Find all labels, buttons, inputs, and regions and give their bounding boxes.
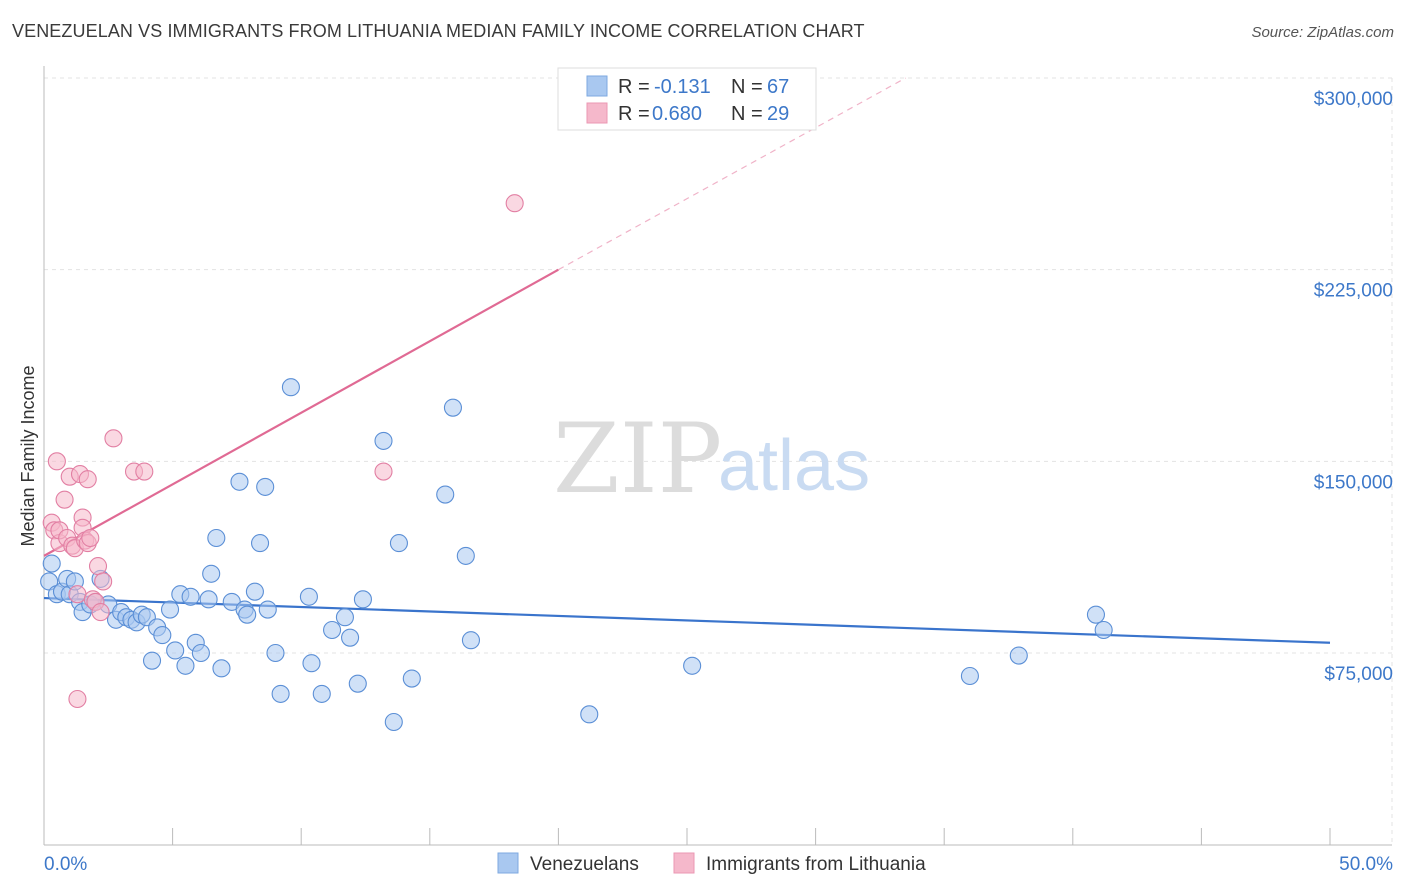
- x-tick-label-0: 0.0%: [44, 854, 87, 875]
- venezuelans-point-38: [245, 582, 264, 601]
- venezuelans-point-61: [580, 705, 599, 724]
- venezuelans-point-48: [323, 620, 342, 640]
- venezuelans-point-27: [181, 587, 200, 606]
- venezuelans-point-62: [683, 656, 702, 675]
- lithuania-point-26: [374, 462, 393, 481]
- trend-line-lithuania-extension: [558, 77, 906, 271]
- venezuelans-point-24: [166, 641, 185, 660]
- lithuania-point-21: [91, 603, 110, 622]
- venezuelans-point-49: [335, 608, 354, 627]
- axes: [43, 66, 1392, 846]
- venezuelans-point-66: [1094, 620, 1113, 640]
- x-tick-label-1: 50.0%: [1339, 854, 1393, 875]
- legend-r-label-0: R =: [618, 76, 650, 98]
- venezuelans-point-37: [238, 605, 257, 624]
- lithuania-point-27: [505, 194, 524, 213]
- series-lithuania: [42, 194, 524, 709]
- legend-swatch-pink: [586, 102, 608, 124]
- lithuania-point-2: [47, 452, 66, 471]
- venezuelans-point-47: [312, 684, 331, 703]
- venezuelans-point-23: [160, 600, 180, 619]
- venezuelans-point-54: [384, 712, 403, 732]
- venezuelans-point-52: [353, 590, 372, 609]
- watermark-atlas: atlas: [718, 426, 870, 506]
- lithuania-point-23: [104, 429, 123, 448]
- lithuania-point-22: [94, 572, 113, 591]
- legend-bottom-label-venezuelans: Venezuelans: [530, 854, 639, 875]
- venezuelans-point-63: [960, 666, 979, 686]
- series-venezuelans: [40, 378, 1113, 732]
- venezuelans-point-44: [281, 378, 300, 397]
- trend-lines: [43, 77, 1331, 644]
- venezuelans-point-56: [402, 669, 421, 688]
- y-tick-label-1: $150,000: [1314, 472, 1393, 493]
- venezuelans-point-26: [176, 656, 195, 675]
- venezuelans-point-22: [153, 626, 172, 645]
- y-tick-label-2: $225,000: [1314, 281, 1393, 302]
- venezuelans-point-41: [258, 600, 277, 619]
- venezuelans-point-51: [348, 674, 367, 693]
- venezuelans-point-65: [1086, 605, 1105, 624]
- legend-n-label-1: N =: [731, 103, 763, 125]
- y-tick-label-0: $75,000: [1324, 664, 1393, 685]
- legend-n-value-1: 29: [767, 103, 789, 125]
- venezuelans-point-20: [142, 651, 162, 670]
- venezuelans-point-29: [191, 643, 210, 663]
- venezuelans-point-59: [456, 546, 475, 565]
- venezuelans-point-33: [212, 659, 231, 678]
- venezuelans-point-64: [1009, 646, 1028, 665]
- lithuania-point-20: [88, 557, 108, 576]
- legend-swatch-blue: [586, 75, 608, 97]
- venezuelans-point-40: [256, 477, 275, 496]
- watermark-zip: ZIP: [553, 403, 722, 515]
- lithuania-point-28: [68, 689, 87, 709]
- legend-bottom: Venezuelans Immigrants from Lithuania: [497, 852, 926, 875]
- venezuelans-point-32: [207, 528, 226, 548]
- legend-r-value-1: 0.680: [652, 103, 702, 125]
- venezuelans-point-42: [266, 643, 285, 663]
- lithuania-point-17: [81, 528, 100, 548]
- legend-bottom-label-lithuania: Immigrants from Lithuania: [706, 854, 926, 875]
- venezuelans-point-35: [230, 472, 249, 491]
- venezuelans-point-1: [42, 554, 61, 573]
- legend-top: R = -0.131 N = 67 R = 0.680 N = 29: [557, 67, 817, 131]
- venezuelans-point-39: [250, 534, 270, 553]
- y-tick-labels: $75,000 $150,000 $225,000 $300,000: [1314, 89, 1393, 685]
- trend-line-venezuelans: [43, 596, 1331, 644]
- lithuania-point-5: [55, 490, 74, 509]
- y-axis-label: Median Family Income: [18, 365, 38, 546]
- venezuelans-point-50: [341, 628, 360, 647]
- venezuelans-point-46: [302, 654, 321, 673]
- venezuelans-point-43: [271, 684, 290, 703]
- source-label: Source: ZipAtlas.com: [1251, 24, 1394, 41]
- trend-line-lithuania: [43, 268, 559, 557]
- y-tick-label-3: $300,000: [1314, 89, 1393, 110]
- lithuania-point-10: [68, 585, 87, 604]
- venezuelans-point-30: [199, 590, 218, 609]
- legend-bottom-swatch-blue: [497, 852, 519, 874]
- legend-r-label-1: R =: [618, 103, 650, 125]
- legend-r-value-0: -0.131: [654, 76, 711, 98]
- venezuelans-point-45: [299, 587, 318, 606]
- watermark: ZIP atlas: [553, 403, 870, 515]
- x-tick-labels: 0.0% 50.0%: [44, 854, 1393, 875]
- venezuelans-point-55: [389, 534, 408, 553]
- legend-bottom-swatch-pink: [673, 852, 695, 874]
- chart-title: VENEZUELAN VS IMMIGRANTS FROM LITHUANIA …: [12, 21, 865, 41]
- venezuelans-point-53: [374, 431, 393, 450]
- legend-n-label-0: N =: [731, 76, 763, 98]
- venezuelans-point-58: [443, 398, 462, 417]
- lithuania-point-25: [135, 462, 154, 481]
- venezuelans-point-31: [202, 564, 221, 583]
- lithuania-point-15: [78, 470, 97, 489]
- venezuelans-point-60: [461, 631, 481, 650]
- legend-n-value-0: 67: [767, 76, 789, 98]
- venezuelans-point-57: [436, 485, 455, 504]
